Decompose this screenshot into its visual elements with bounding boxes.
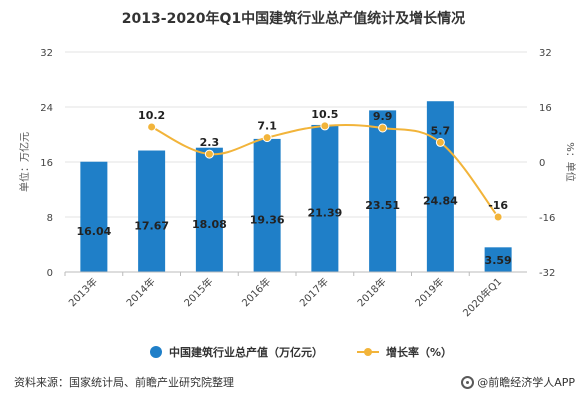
brand-logo-icon [461, 375, 475, 389]
x-tick-label: 2019年 [412, 275, 446, 309]
bar [253, 138, 281, 272]
growth-point [147, 122, 157, 132]
growth-value-label: 7.1 [257, 120, 277, 133]
left-tick-label: 24 [40, 103, 53, 114]
bar-value-label: 23.51 [365, 199, 400, 212]
bar [138, 150, 166, 272]
x-tick-label: 2013年 [66, 275, 100, 309]
bar [426, 101, 454, 272]
growth-value-label: 9.9 [373, 110, 393, 123]
bar-value-label: 17.67 [134, 219, 169, 232]
growth-value-label: 5.7 [431, 124, 451, 137]
bar-value-label: 24.84 [423, 195, 458, 208]
bar-value-label: 16.04 [76, 225, 111, 238]
bar-value-label: 19.36 [250, 213, 285, 226]
legend-line-marker [364, 348, 372, 356]
bar [484, 247, 512, 272]
bar-value-label: 3.59 [485, 254, 512, 267]
chart-title: 2013-2020年Q1中国建筑行业总产值统计及增长情况 [121, 11, 466, 27]
right-tick-label: -32 [539, 268, 555, 279]
left-tick-label: 16 [40, 158, 53, 169]
bar [195, 147, 223, 272]
growth-value-label: 2.3 [200, 136, 220, 149]
bar-value-label: 21.39 [307, 206, 342, 219]
bar-value-label: 18.08 [192, 218, 227, 231]
right-axis-title: %：单位 [564, 142, 577, 182]
x-tick-label: 2020年Q1 [460, 275, 504, 319]
source-note: 资料来源：国家统计局、前瞻产业研究院整理 [14, 376, 234, 389]
bar [369, 110, 397, 273]
bar [311, 124, 339, 272]
legend-bar-label: 中国建筑行业总产值（万亿元） [169, 345, 323, 359]
growth-point [262, 133, 272, 143]
legend-bar-swatch [150, 346, 162, 358]
x-tick-label: 2017年 [297, 275, 331, 309]
growth-value-label: 10.5 [311, 108, 338, 121]
x-tick-label: 2018年 [354, 275, 388, 309]
left-axis-title: 单位：万亿元 [18, 132, 31, 192]
right-tick-label: -16 [539, 213, 555, 224]
x-tick-label: 2015年 [181, 275, 215, 309]
brand-credit: @前瞻经济学人APP [461, 374, 575, 390]
growth-value-label: 10.2 [138, 109, 165, 122]
brand-text: @前瞻经济学人APP [477, 376, 575, 389]
growth-point [204, 149, 214, 159]
right-tick-label: 0 [539, 158, 545, 169]
legend-line-label: 增长率（%） [386, 345, 452, 359]
left-tick-label: 32 [40, 48, 53, 59]
growth-point [493, 212, 503, 222]
x-tick-label: 2016年 [239, 275, 273, 309]
growth-value-label: -16 [488, 199, 508, 212]
growth-point [320, 121, 330, 131]
bar [80, 161, 108, 272]
right-tick-label: 16 [539, 103, 552, 114]
left-tick-label: 8 [47, 213, 53, 224]
growth-point [435, 137, 445, 147]
right-tick-label: 32 [539, 48, 552, 59]
growth-point [378, 123, 388, 133]
left-tick-label: 0 [47, 268, 53, 279]
x-tick-label: 2014年 [123, 275, 157, 309]
